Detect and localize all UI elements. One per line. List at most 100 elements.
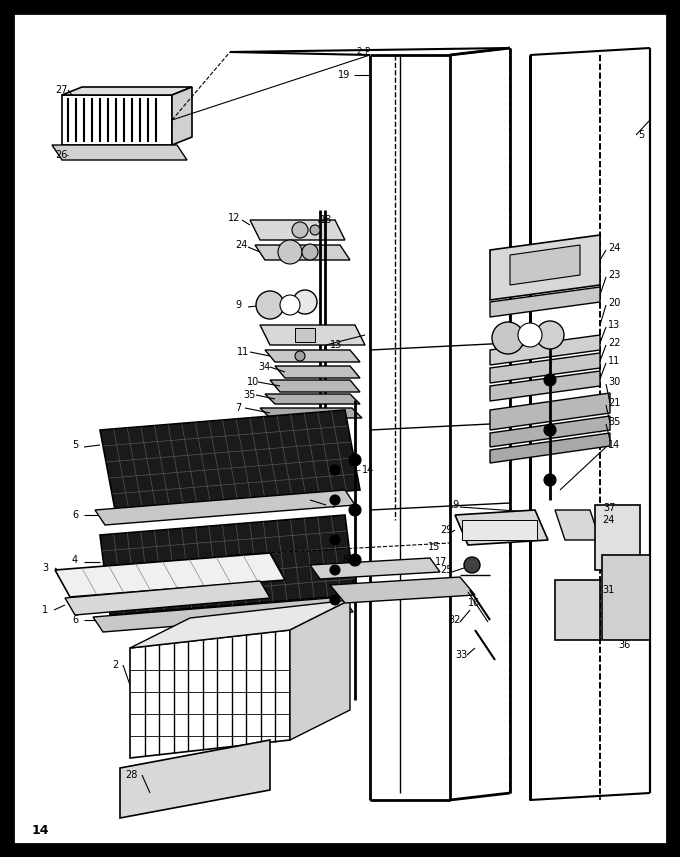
Circle shape [349,504,361,516]
Polygon shape [290,600,350,740]
Polygon shape [130,600,350,648]
Circle shape [349,454,361,466]
Text: 13: 13 [330,340,342,350]
Text: 34: 34 [258,362,270,372]
Text: 31: 31 [602,585,614,595]
Text: 1: 1 [42,605,48,615]
Text: 14: 14 [362,465,374,475]
Text: 6: 6 [72,510,78,520]
Text: 11: 11 [608,356,620,366]
Polygon shape [265,394,360,404]
Circle shape [330,465,340,475]
Polygon shape [93,597,353,632]
Polygon shape [490,433,610,463]
Text: 33: 33 [455,650,467,660]
Text: 29: 29 [440,525,452,535]
Polygon shape [255,245,350,260]
Text: 6: 6 [72,615,78,625]
Circle shape [518,323,542,347]
Text: 35: 35 [608,417,620,427]
Text: 23: 23 [608,270,620,280]
Polygon shape [555,510,600,540]
Text: 25: 25 [440,565,452,575]
Polygon shape [595,505,640,570]
Polygon shape [100,515,355,615]
Polygon shape [490,235,600,300]
Text: 8: 8 [342,555,348,565]
Polygon shape [330,577,475,603]
Text: 2: 2 [112,660,118,670]
Polygon shape [130,630,290,758]
Text: 20: 20 [608,298,620,308]
Polygon shape [490,335,600,365]
Polygon shape [120,740,270,818]
Text: 7: 7 [330,500,336,510]
Text: 36: 36 [618,640,630,650]
Circle shape [330,595,340,605]
Circle shape [310,225,320,235]
Bar [295,328,315,342]
Text: 37: 37 [603,503,615,513]
Polygon shape [172,87,192,145]
Circle shape [278,240,302,264]
Text: 12: 12 [228,213,240,223]
Text: 19: 19 [448,500,460,510]
Circle shape [349,554,361,566]
Circle shape [330,565,340,575]
Text: 22: 22 [608,338,620,348]
Polygon shape [602,555,650,640]
Circle shape [330,535,340,545]
Text: 27: 27 [55,85,67,95]
Circle shape [536,321,564,349]
Polygon shape [62,95,172,145]
Polygon shape [52,145,187,160]
Text: 5: 5 [638,130,644,140]
Polygon shape [490,287,600,317]
Text: 19: 19 [338,70,350,80]
Circle shape [330,495,340,505]
Polygon shape [65,581,270,615]
Polygon shape [260,325,365,345]
Circle shape [544,474,556,486]
Text: 24: 24 [608,243,620,253]
Polygon shape [510,245,580,285]
Polygon shape [490,353,600,383]
Polygon shape [250,220,345,240]
Text: 15: 15 [428,542,441,552]
Circle shape [492,322,524,354]
Polygon shape [490,393,610,430]
Text: 17: 17 [435,557,447,567]
Text: 2: 2 [356,46,361,56]
Polygon shape [95,490,355,525]
Polygon shape [310,558,440,579]
Polygon shape [455,510,548,545]
Polygon shape [260,408,362,418]
Circle shape [544,424,556,436]
Text: 18: 18 [320,215,333,225]
Text: 4: 4 [72,555,78,565]
Text: 32: 32 [448,615,460,625]
Text: 3: 3 [42,563,48,573]
Circle shape [295,351,305,361]
Circle shape [464,557,480,573]
Circle shape [293,290,317,314]
Polygon shape [490,371,600,401]
Text: 14: 14 [32,824,50,836]
Text: 24: 24 [602,515,614,525]
Text: 7: 7 [235,403,241,413]
Text: 5: 5 [72,440,78,450]
Polygon shape [100,410,360,510]
Text: 26: 26 [55,150,67,160]
Text: 30: 30 [608,377,620,387]
Polygon shape [490,416,610,447]
Text: 35: 35 [243,390,256,400]
Circle shape [256,291,284,319]
Polygon shape [62,87,192,95]
Circle shape [302,244,318,260]
Text: 11: 11 [237,347,250,357]
Text: P: P [364,46,369,56]
Text: 21: 21 [608,398,620,408]
Polygon shape [265,350,360,362]
Text: 13: 13 [608,320,620,330]
Text: 28: 28 [125,770,137,780]
